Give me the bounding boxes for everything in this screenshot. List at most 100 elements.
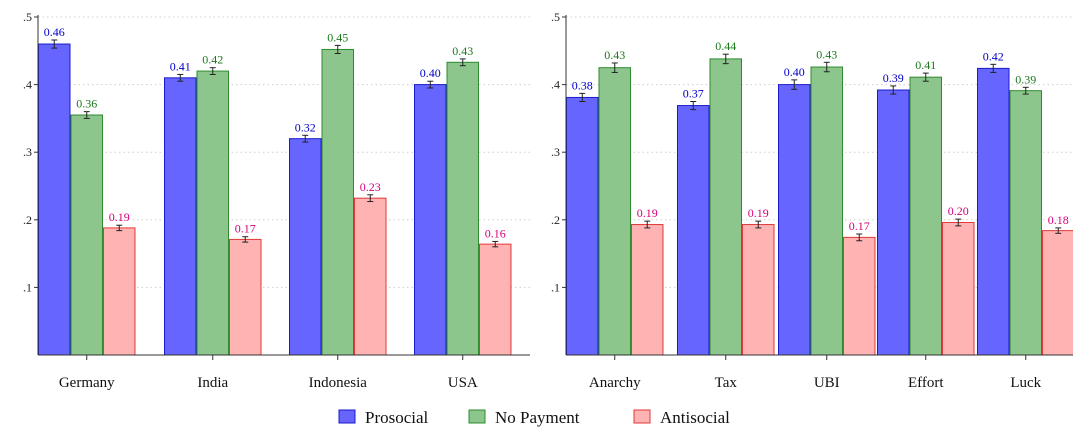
- chart-panel-treatments: .1 .2 .3 .4 .5 0.38 0.43 0.19 Anarchy 0.37 0.44 0.1…: [551, 10, 1073, 391]
- error-bar: [955, 218, 962, 227]
- error-bar: [890, 85, 897, 95]
- error-bar: [51, 39, 58, 49]
- y-tick-label: .2: [551, 213, 560, 227]
- bar-antisocial-effort: [942, 222, 975, 356]
- chart-panel-countries: .1 .2 .3 .4 .5 0.46 0.36 0.19 Germany 0.41 0.42 0.1…: [23, 10, 530, 391]
- bar-antisocial-indonesia: [354, 197, 387, 356]
- y-tick-label: .1: [551, 280, 560, 294]
- data-label: 0.43: [452, 44, 473, 58]
- error-bar: [334, 44, 341, 55]
- legend-item-prosocial: Prosocial: [338, 408, 429, 427]
- x-tick-label: Effort: [908, 375, 944, 391]
- bar-prosocial-india: [164, 77, 197, 356]
- legend-swatch: [633, 409, 651, 424]
- bar-no-payment-usa: [446, 61, 479, 356]
- x-tick-label: Indonesia: [309, 375, 368, 391]
- x-tick-label: Luck: [1010, 375, 1041, 391]
- legend-label: No Payment: [495, 408, 580, 427]
- data-label: 0.39: [1015, 72, 1036, 86]
- bar-no-payment-ubi: [810, 66, 843, 356]
- data-label: 0.41: [915, 58, 936, 72]
- data-label: 0.19: [748, 206, 769, 220]
- error-bar: [302, 134, 309, 143]
- legend-label: Antisocial: [660, 408, 730, 427]
- data-label: 0.42: [983, 49, 1004, 63]
- data-label: 0.36: [76, 97, 97, 111]
- error-bar: [611, 62, 618, 73]
- data-label: 0.19: [637, 206, 658, 220]
- data-label: 0.17: [235, 222, 256, 236]
- error-bar: [722, 53, 729, 65]
- data-label: 0.38: [572, 78, 593, 92]
- bar-antisocial-luck: [1042, 230, 1073, 356]
- bar-no-payment-effort: [909, 76, 942, 356]
- bar-antisocial-usa: [479, 243, 512, 356]
- legend-item-antisocial: Antisocial: [633, 408, 730, 427]
- y-tick-label: .5: [551, 10, 560, 24]
- bar-prosocial-indonesia: [289, 138, 322, 356]
- error-bar: [177, 73, 184, 82]
- data-label: 0.37: [683, 87, 704, 101]
- y-tick-label: .3: [551, 145, 560, 159]
- data-label: 0.16: [485, 226, 506, 240]
- x-tick-label: USA: [448, 375, 478, 391]
- bar-prosocial-germany: [38, 43, 71, 356]
- error-bar: [690, 101, 697, 111]
- legend-swatch: [468, 409, 486, 424]
- error-bar: [990, 63, 997, 73]
- error-bar: [579, 92, 586, 102]
- error-bar: [367, 194, 374, 203]
- data-label: 0.17: [849, 219, 870, 233]
- x-tick-label: Tax: [715, 375, 738, 391]
- error-bar: [83, 111, 90, 119]
- bar-prosocial-effort: [877, 89, 910, 356]
- data-label: 0.45: [327, 30, 348, 44]
- y-tick-label: .1: [23, 280, 32, 294]
- data-label: 0.46: [44, 25, 65, 39]
- x-tick-label: Anarchy: [589, 375, 641, 391]
- bar-no-payment-luck: [1009, 90, 1042, 356]
- y-tick-label: .2: [23, 213, 32, 227]
- y-tick-label: .3: [23, 145, 32, 159]
- error-bar: [1055, 227, 1062, 234]
- x-tick-label: UBI: [814, 375, 840, 391]
- bar-no-payment-indonesia: [321, 48, 354, 356]
- bar-no-payment-tax: [709, 58, 742, 356]
- bar-antisocial-germany: [103, 227, 136, 356]
- y-tick-label: .5: [23, 10, 32, 24]
- data-label: 0.43: [816, 47, 837, 61]
- data-label: 0.40: [420, 66, 441, 80]
- bar-prosocial-luck: [977, 67, 1010, 356]
- error-bar: [856, 233, 863, 242]
- y-tick-label: .4: [551, 78, 560, 92]
- legend-swatch: [338, 409, 356, 424]
- data-label: 0.18: [1048, 213, 1069, 227]
- bar-antisocial-anarchy: [631, 224, 664, 356]
- x-tick-label: India: [197, 375, 228, 391]
- data-label: 0.39: [883, 71, 904, 85]
- data-label: 0.20: [948, 204, 969, 218]
- bar-prosocial-usa: [414, 84, 447, 356]
- error-bar: [459, 58, 466, 67]
- data-label: 0.42: [202, 53, 223, 67]
- error-bar: [427, 80, 434, 89]
- error-bar: [116, 224, 123, 232]
- legend-label: Prosocial: [365, 408, 429, 427]
- bar-antisocial-india: [229, 238, 262, 356]
- bar-no-payment-india: [196, 70, 229, 356]
- data-label: 0.43: [604, 48, 625, 62]
- x-tick-label: Germany: [59, 375, 115, 391]
- data-label: 0.32: [295, 120, 316, 134]
- error-bar: [492, 240, 499, 248]
- error-bar: [755, 220, 762, 229]
- bar-no-payment-germany: [70, 114, 103, 356]
- bar-antisocial-ubi: [843, 236, 876, 356]
- chart-legend: Prosocial No Payment Antisocial: [338, 408, 730, 427]
- y-tick-label: .4: [23, 78, 32, 92]
- bar-prosocial-tax: [677, 105, 710, 356]
- legend-item-no-payment: No Payment: [468, 408, 580, 427]
- data-label: 0.19: [109, 210, 130, 224]
- bar-prosocial-anarchy: [566, 96, 599, 356]
- data-label: 0.44: [715, 39, 736, 53]
